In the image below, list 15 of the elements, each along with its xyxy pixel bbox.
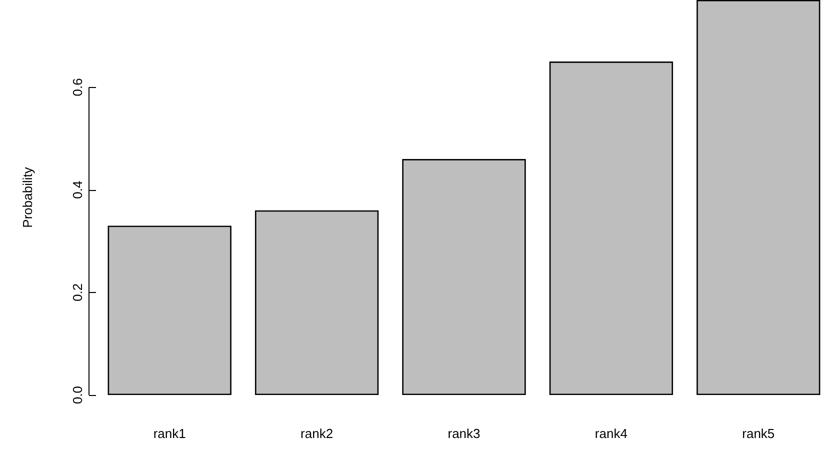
bar (402, 159, 526, 395)
y-tick-label: 0.6 (70, 78, 85, 96)
x-tick-label: rank2 (300, 426, 334, 441)
y-tick-label: 0.4 (70, 180, 85, 199)
bar (549, 62, 674, 395)
y-tick-label: 0.2 (70, 283, 85, 302)
bar (254, 210, 379, 395)
x-tick-label: rank4 (594, 426, 628, 441)
y-tick-label: 0.0 (70, 386, 85, 404)
x-tick-label: rank1 (153, 426, 186, 441)
x-tick-label: rank5 (742, 426, 775, 441)
x-tick-label: rank3 (448, 426, 480, 441)
y-axis-title: Probability (20, 166, 35, 228)
bar (108, 226, 232, 395)
bar (696, 0, 820, 395)
